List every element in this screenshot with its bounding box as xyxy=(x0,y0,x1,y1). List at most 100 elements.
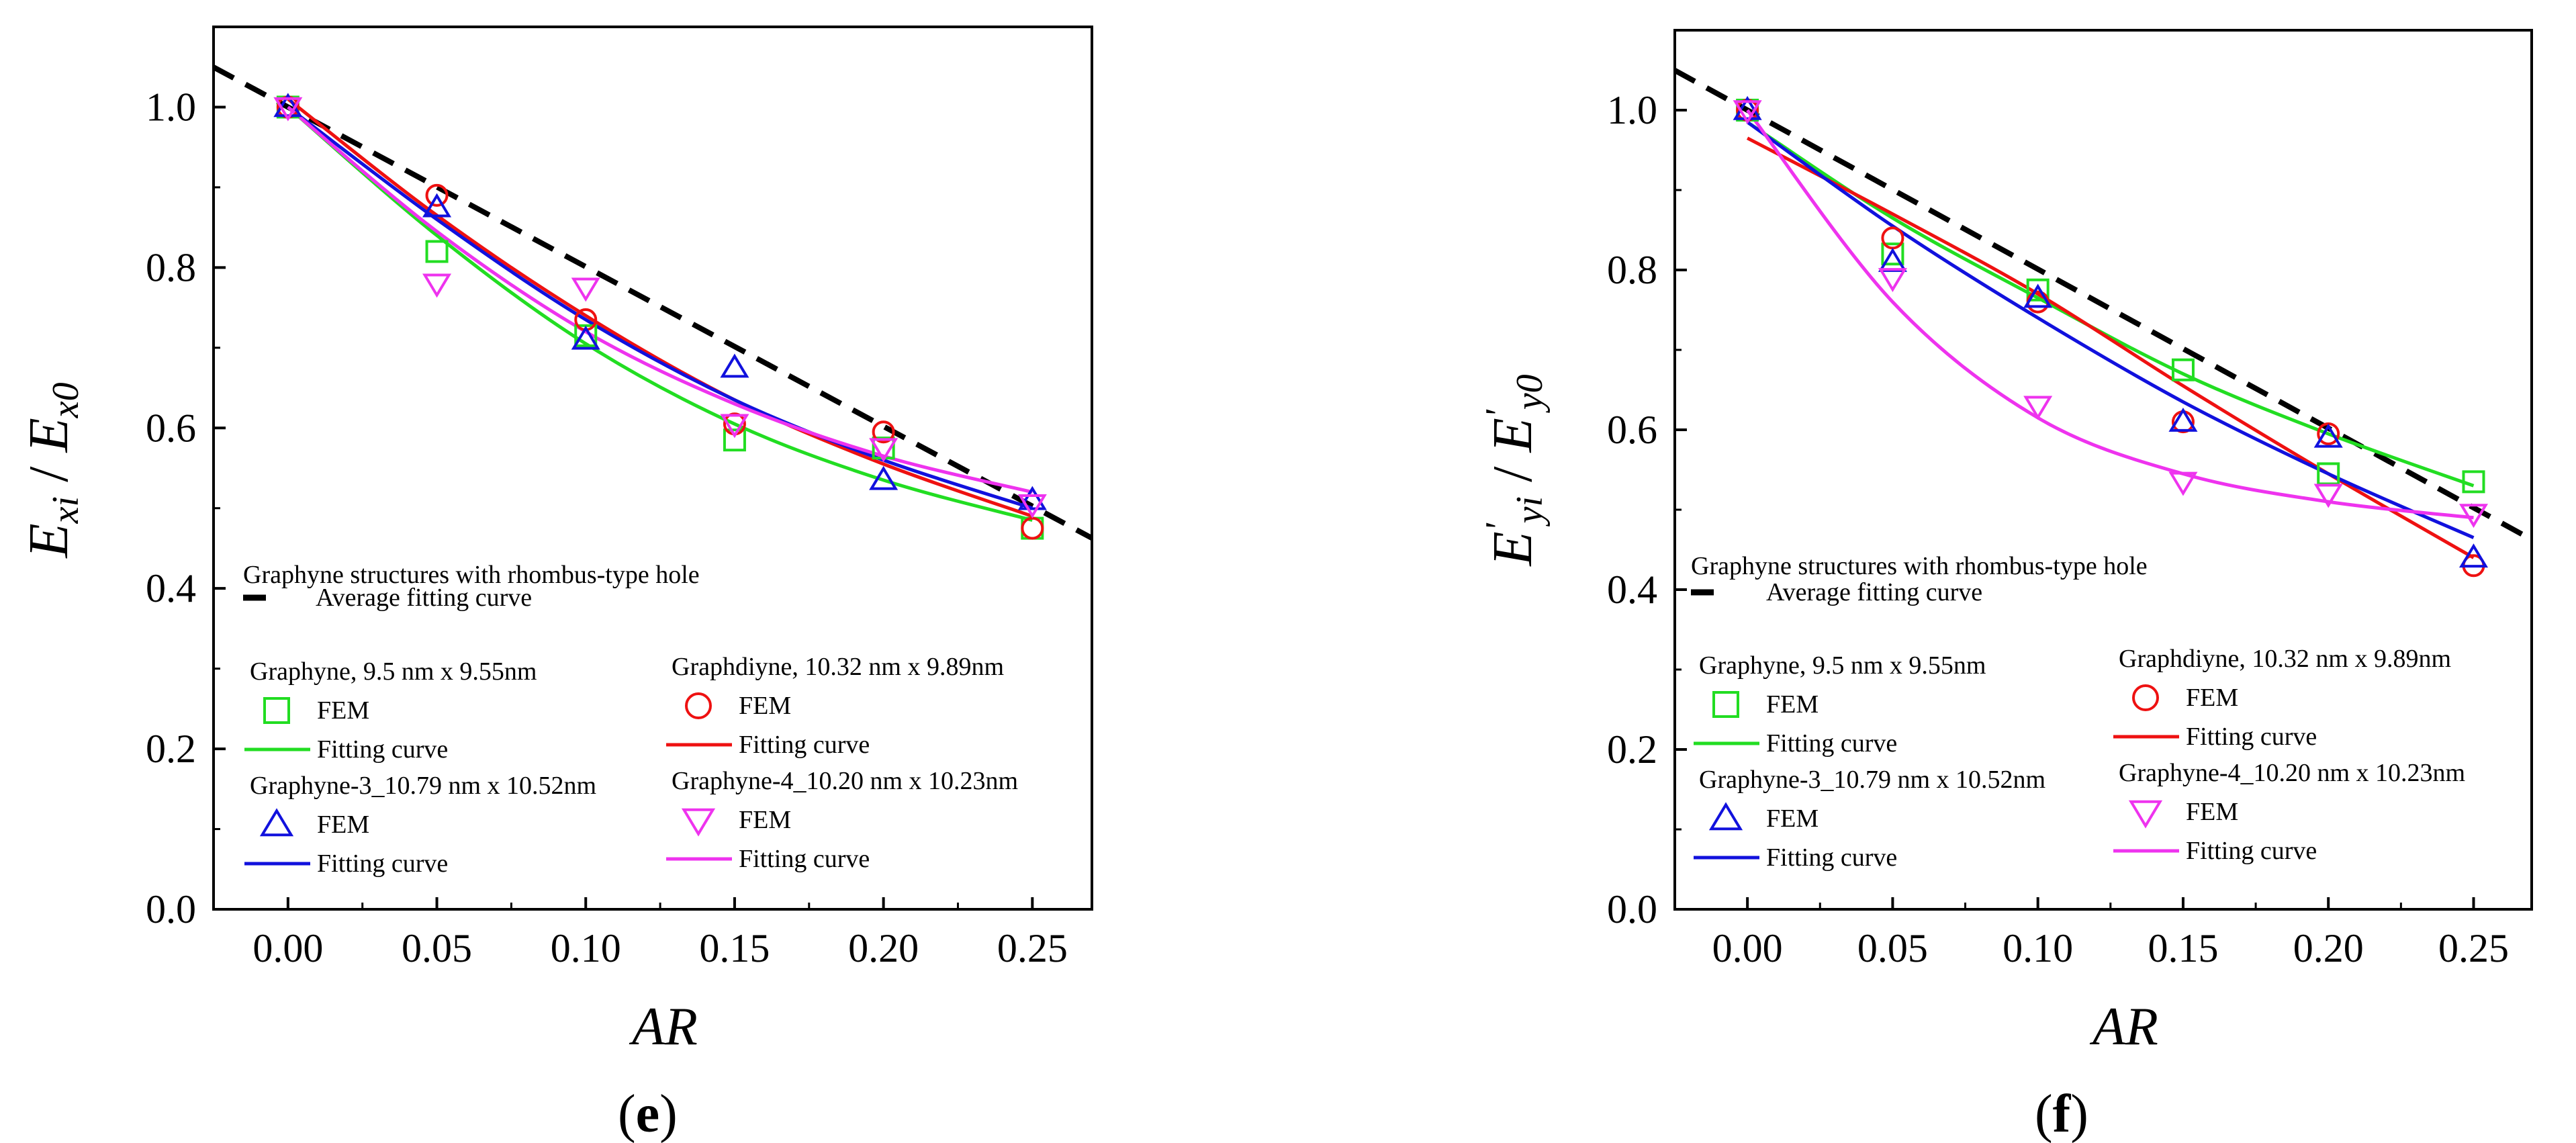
fitting-curve-square xyxy=(287,105,1033,522)
fem-point-square xyxy=(2026,278,2050,302)
legend-fem-label: FEM xyxy=(317,811,369,839)
fem-point-triangle-down xyxy=(422,273,452,298)
legend-fit-label: Fitting curve xyxy=(1766,843,1897,872)
x-tick-label: 0.25 xyxy=(2438,926,2509,970)
fem-point-triangle-up xyxy=(2168,407,2198,432)
y-label-e1: E xyxy=(17,523,80,558)
y-tick-label: 1.0 xyxy=(1607,88,1657,132)
y-label-sub2: y0 xyxy=(1509,374,1551,413)
y-label-e2: E xyxy=(1481,418,1544,453)
plot-frame xyxy=(212,26,1093,911)
fem-point-triangle-down xyxy=(1017,494,1047,518)
fem-point-square xyxy=(1881,242,1904,266)
y-tick-label: 0.8 xyxy=(146,245,196,289)
fem-point-triangle-up xyxy=(1017,486,1047,510)
fem-point-square xyxy=(425,240,449,263)
legend-marker-triangle-up xyxy=(259,808,294,837)
fem-point-triangle-up xyxy=(2458,543,2489,568)
fem-point-square xyxy=(723,428,746,452)
fitting-curve-triangle-down xyxy=(287,105,1033,494)
legend-title: Graphyne structures with rhombus-type ho… xyxy=(1691,552,2148,580)
y-label-sub2: x0 xyxy=(45,382,87,418)
x-tick-label: 0.05 xyxy=(1857,926,1928,970)
fem-point-triangle-up xyxy=(571,325,600,350)
y-tick-label: 0.0 xyxy=(1607,887,1657,931)
legend-marker-square xyxy=(263,697,290,724)
y-axis-label: Exi / Ex0 xyxy=(17,382,87,558)
x-tick-label: 0.10 xyxy=(551,926,621,970)
legend-marker-square xyxy=(1712,691,1739,718)
legend-fit-label: Fitting curve xyxy=(317,850,448,878)
legend-series-name: Graphyne-4_10.20 nm x 10.23nm xyxy=(672,767,1018,795)
x-tick-label: 0.15 xyxy=(699,926,770,970)
legend-marker-circle xyxy=(685,692,712,719)
fem-point-triangle-up xyxy=(1878,247,1907,272)
legend-fit-label: Fitting curve xyxy=(2186,837,2317,865)
y-label-slash: / xyxy=(1481,453,1544,496)
y-tick-label: 0.4 xyxy=(1607,567,1657,612)
y-tick-label: 0.0 xyxy=(146,887,196,931)
fem-point-triangle-up xyxy=(2313,423,2343,448)
x-tick-label: 0.25 xyxy=(997,926,1068,970)
legend-fit-label: Fitting curve xyxy=(1766,729,1897,758)
y-tick-label: 0.4 xyxy=(146,566,196,610)
y-label-e2: E xyxy=(17,418,80,453)
fem-point-triangle-up xyxy=(720,353,749,378)
x-tick-label: 0.20 xyxy=(2293,926,2364,970)
fem-point-circle xyxy=(1021,516,1044,540)
y-axis-label: E'yi / E'y0 xyxy=(1478,374,1551,566)
fem-point-circle xyxy=(872,420,895,444)
legend-marker-circle xyxy=(2132,684,2159,711)
legend-fem-label: FEM xyxy=(739,692,791,720)
fem-point-triangle-down xyxy=(571,277,600,302)
legend-series-name: Graphyne-4_10.20 nm x 10.23nm xyxy=(2119,759,2465,787)
y-tick-label: 0.8 xyxy=(1607,248,1657,292)
legend: Graphyne structures with rhombus-type ho… xyxy=(243,561,1018,878)
legend-series-name: Graphyne, 9.5 nm x 9.55nm xyxy=(250,657,537,686)
fem-point-triangle-up xyxy=(422,193,452,218)
chart-panel-f: 0.00 0.05 0.10 0.15 0.20 0.25 0.0 0.2 0.4 0.6 0.8 1… xyxy=(1478,29,2533,1143)
fem-point-triangle-down xyxy=(2458,504,2489,529)
legend-marker-triangle-down xyxy=(681,808,716,837)
chart-panel-e: 0.00 0.05 0.10 0.15 0.20 0.25 0.0 0.2 0.4 0.6 0.8 1… xyxy=(17,26,1093,1143)
fitting-curve-square xyxy=(1746,120,2475,488)
y-label-prime2: ' xyxy=(1478,409,1520,418)
x-tick-label: 0.10 xyxy=(2003,926,2073,970)
legend: Graphyne structures with rhombus-type ho… xyxy=(1691,552,2465,872)
x-tick-label: 0.15 xyxy=(2148,926,2218,970)
y-tick-label: 0.6 xyxy=(146,406,196,450)
average-fitting-line xyxy=(214,64,1092,541)
fem-point-square xyxy=(2171,358,2195,381)
legend-fit-label: Fitting curve xyxy=(2186,723,2317,751)
fitting-curve-triangle-up xyxy=(1746,120,2475,539)
y-tick-label: 0.2 xyxy=(146,727,196,771)
y-label-prime1: ' xyxy=(1478,522,1520,531)
fitting-curve-circle xyxy=(287,97,1033,518)
panel-label: (e) xyxy=(618,1085,678,1143)
legend-average-label: Average fitting curve xyxy=(316,584,532,612)
fem-point-triangle-down xyxy=(2168,471,2198,496)
fem-point-triangle-down xyxy=(1878,268,1907,293)
ticks-layer: 0.00 0.05 0.10 0.15 0.20 0.25 0.0 0.2 0.4 0.6 0.8 1… xyxy=(146,26,1068,970)
fem-point-square xyxy=(2462,470,2485,494)
y-label-e1: E xyxy=(1481,531,1544,566)
average-fitting-line xyxy=(1675,68,2532,542)
legend-marker-triangle-down xyxy=(2128,800,2163,829)
y-label-sub1: yi xyxy=(1509,496,1551,527)
fem-point-triangle-down xyxy=(2313,484,2343,508)
legend-series-name: Graphdiyne, 10.32 nm x 9.89nm xyxy=(2119,645,2451,673)
series-layer xyxy=(214,64,1092,541)
x-tick-label: 0.00 xyxy=(1712,926,1783,970)
fem-point-triangle-up xyxy=(273,93,303,118)
y-tick-label: 1.0 xyxy=(146,85,196,129)
legend-series-name: Graphdiyne, 10.32 nm x 9.89nm xyxy=(672,653,1004,681)
fitting-curve-triangle-up xyxy=(287,105,1033,510)
legend-series-name: Graphyne-3_10.79 nm x 10.52nm xyxy=(1699,766,2045,794)
legend-title: Graphyne structures with rhombus-type ho… xyxy=(243,561,700,589)
x-axis-label: AR xyxy=(2089,997,2158,1056)
y-label-slash: / xyxy=(17,453,80,496)
fitting-curve-circle xyxy=(1746,136,2475,559)
y-tick-label: 0.6 xyxy=(1607,408,1657,452)
fitting-curve-triangle-down xyxy=(1746,109,2474,520)
